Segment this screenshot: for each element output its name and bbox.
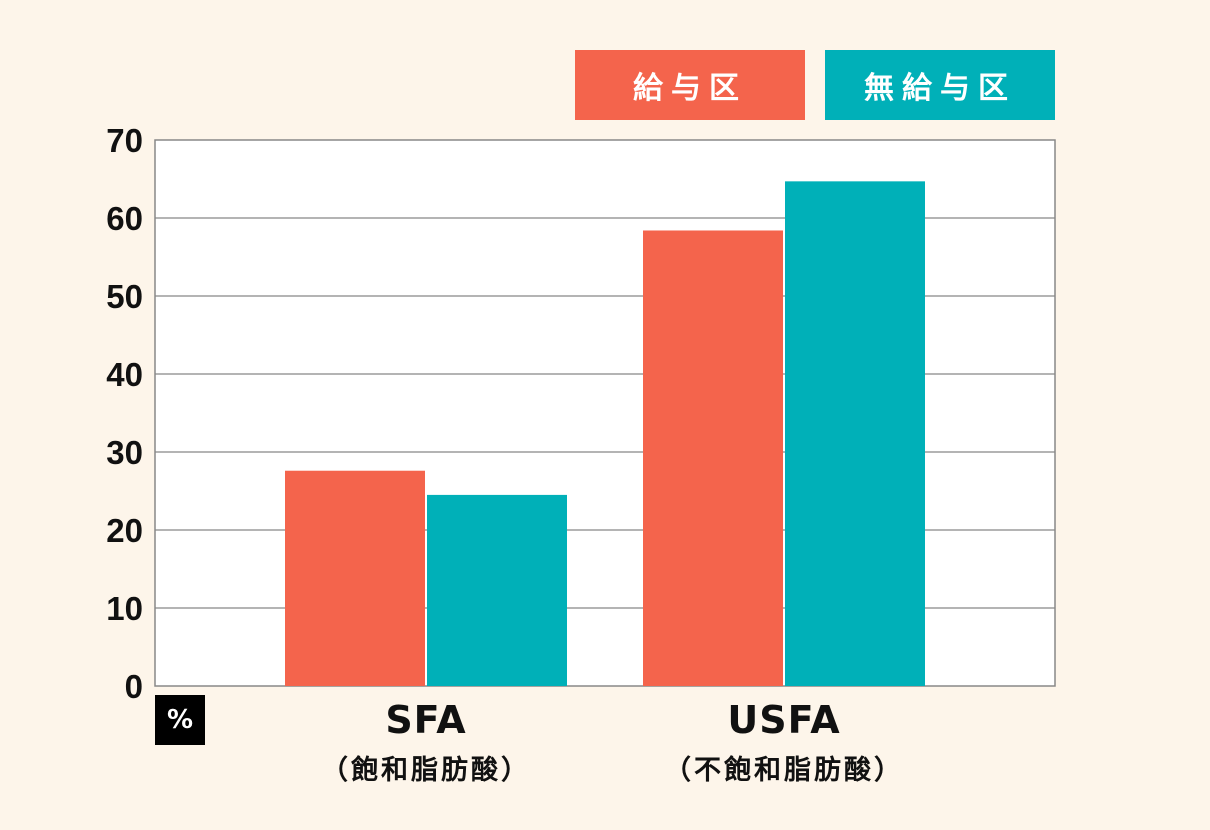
y-tick-label: 70 xyxy=(106,122,143,159)
category-sublabel: （飽和脂肪酸） xyxy=(321,755,531,786)
y-tick-label: 50 xyxy=(106,278,143,315)
legend-item-series-1: 無給与区 xyxy=(825,50,1055,120)
y-tick-label: 60 xyxy=(106,200,143,237)
y-tick-label: 0 xyxy=(125,668,143,705)
legend-label: 無給与区 xyxy=(864,71,1016,106)
y-tick-label: 30 xyxy=(106,434,143,471)
bar-sfa-series-1 xyxy=(427,494,567,686)
unit-badge: % xyxy=(155,695,205,745)
y-tick-label: 40 xyxy=(106,356,143,393)
category-name: USFA xyxy=(727,698,841,742)
legend-item-series-0: 給与区 xyxy=(575,50,805,120)
bar-sfa-series-0 xyxy=(285,470,425,686)
category-label-usfa: USFA （不飽和脂肪酸） xyxy=(624,698,944,787)
bars xyxy=(285,181,925,687)
bar-usfa-series-1 xyxy=(785,181,925,686)
y-tick-label: 10 xyxy=(106,590,143,627)
y-axis-ticks: 0 10 20 30 40 50 60 70 xyxy=(106,122,143,705)
category-name: SFA xyxy=(385,698,467,742)
legend-label: 給与区 xyxy=(633,71,747,106)
y-tick-label: 20 xyxy=(106,512,143,549)
category-label-sfa: SFA （飽和脂肪酸） xyxy=(266,698,586,787)
bar-usfa-series-0 xyxy=(643,230,783,687)
category-sublabel: （不飽和脂肪酸） xyxy=(664,755,904,786)
